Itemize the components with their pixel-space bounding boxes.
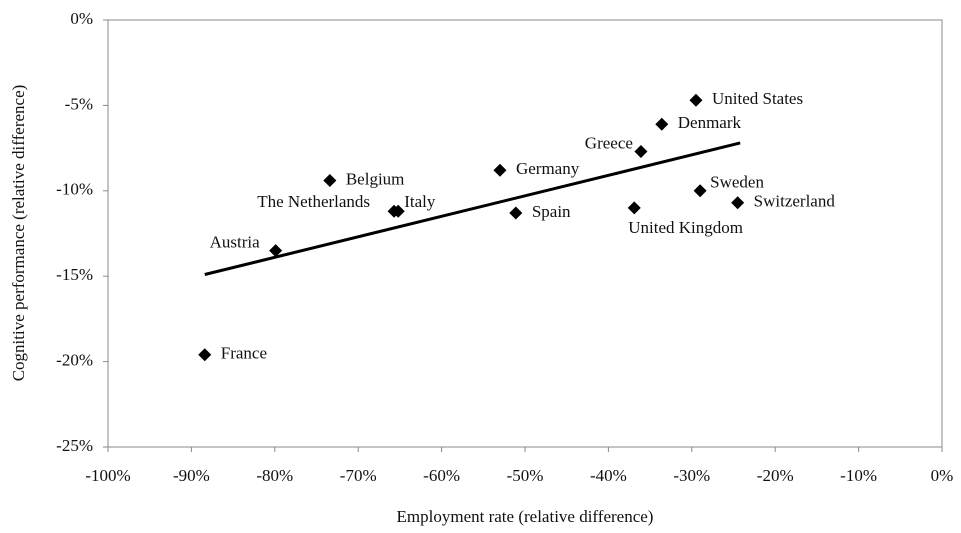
point-label: Sweden xyxy=(710,173,764,192)
y-tick-label: -5% xyxy=(65,94,93,113)
x-tick-label: -90% xyxy=(173,466,210,485)
x-tick-label: -40% xyxy=(590,466,627,485)
point-label: Greece xyxy=(585,133,633,152)
y-axis-title: Cognitive performance (relative differen… xyxy=(9,85,28,382)
x-tick-label: 0% xyxy=(931,466,954,485)
y-tick-label: -20% xyxy=(56,351,93,370)
x-tick-label: -10% xyxy=(840,466,877,485)
x-tick-label: -80% xyxy=(256,466,293,485)
point-label: Switzerland xyxy=(754,192,836,211)
point xyxy=(731,196,745,210)
point-label: France xyxy=(221,344,267,363)
point xyxy=(509,206,523,220)
point xyxy=(655,117,669,131)
point xyxy=(198,348,212,362)
point xyxy=(693,184,707,198)
point xyxy=(391,204,405,218)
point xyxy=(269,244,283,258)
point xyxy=(634,145,648,159)
point-label: Belgium xyxy=(346,169,405,188)
point xyxy=(493,163,507,177)
x-tick-label: -60% xyxy=(423,466,460,485)
point-label: United Kingdom xyxy=(628,218,743,237)
point xyxy=(323,174,337,188)
point-label: Austria xyxy=(210,232,261,251)
x-tick-label: -50% xyxy=(507,466,544,485)
y-tick-label: -25% xyxy=(56,436,93,455)
x-tick-label: -30% xyxy=(673,466,710,485)
point-label: United States xyxy=(712,89,803,108)
point-label: Denmark xyxy=(678,113,742,132)
y-tick-label: 0% xyxy=(70,9,93,28)
point xyxy=(689,93,703,107)
y-tick-label: -10% xyxy=(56,180,93,199)
x-tick-label: -100% xyxy=(85,466,130,485)
point-label: The Netherlands xyxy=(257,192,370,211)
point-label: Italy xyxy=(404,192,436,211)
y-tick-label: -15% xyxy=(56,265,93,284)
trend-line xyxy=(204,141,741,276)
x-tick-label: -20% xyxy=(757,466,794,485)
point xyxy=(627,201,641,215)
x-tick-label: -70% xyxy=(340,466,377,485)
point-label: Germany xyxy=(516,159,580,178)
x-axis-title: Employment rate (relative difference) xyxy=(397,507,654,526)
point-label: Spain xyxy=(532,202,571,221)
